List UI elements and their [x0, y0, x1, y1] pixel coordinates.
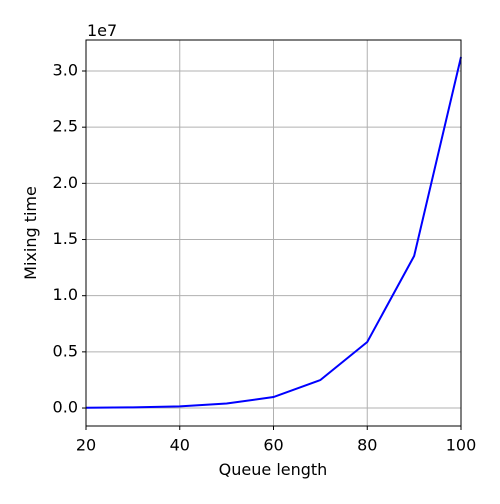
plot-frame	[85, 39, 462, 427]
x-axis-label: Queue length	[219, 460, 328, 479]
y-offset-label: 1e7	[87, 21, 117, 40]
y-axis-label: Mixing time	[21, 186, 40, 280]
x-tick-label: 20	[76, 436, 96, 455]
y-tick-label: 1.0	[53, 285, 78, 304]
data-line	[85, 56, 462, 409]
y-tick-label: 2.5	[53, 117, 78, 136]
x-tick-label: 100	[446, 436, 477, 455]
x-tick-label: 60	[263, 436, 283, 455]
y-tick-label: 2.0	[53, 173, 78, 192]
y-tick-label: 1.5	[53, 229, 78, 248]
y-tick-label: 0.0	[53, 398, 78, 417]
x-tick-label: 40	[170, 436, 190, 455]
y-tick-label: 0.5	[53, 341, 78, 360]
x-tick-label: 80	[357, 436, 377, 455]
y-tick-label: 3.0	[53, 61, 78, 80]
